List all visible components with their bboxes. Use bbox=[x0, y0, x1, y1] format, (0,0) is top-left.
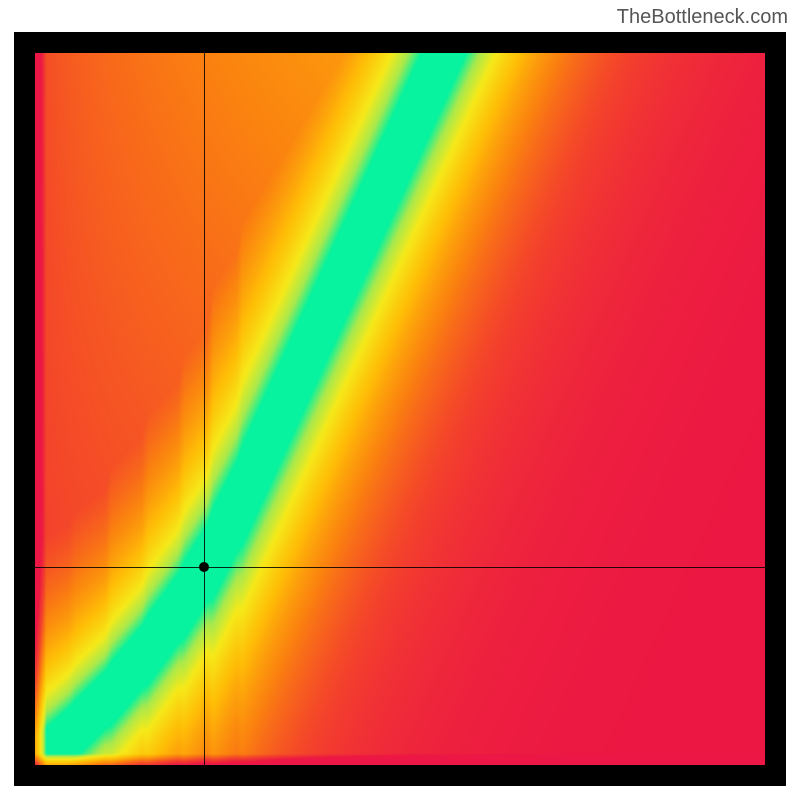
plot-area bbox=[35, 53, 765, 765]
crosshair-horizontal bbox=[35, 567, 765, 568]
attribution-text: TheBottleneck.com bbox=[617, 6, 788, 29]
marker-dot bbox=[199, 562, 209, 572]
plot-frame bbox=[14, 32, 786, 786]
crosshair-vertical bbox=[204, 53, 205, 765]
heatmap-canvas bbox=[35, 53, 765, 765]
figure-container: TheBottleneck.com bbox=[0, 0, 800, 800]
